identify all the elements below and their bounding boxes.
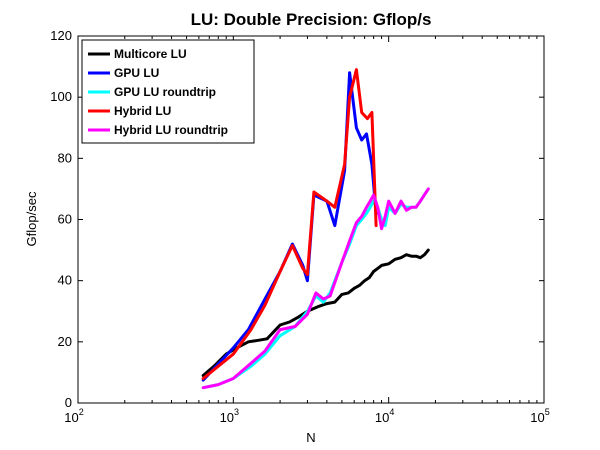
y-tick-label: 20: [58, 334, 72, 349]
series-line-hybrid-lu: [201, 68, 378, 380]
y-axis-label: Gflop/sec: [24, 191, 39, 246]
series-line-hybrid-lu-roundtrip: [201, 187, 430, 390]
x-tick-base: 10: [220, 410, 234, 425]
y-tick-label: 80: [58, 150, 72, 165]
y-tick-label: 100: [50, 89, 72, 104]
plot-frame: [77, 35, 545, 404]
x-tick-base: 10: [64, 410, 78, 425]
legend-label-gpu-lu-roundtrip: GPU LU roundtrip: [114, 85, 216, 99]
x-tick-label: 103: [220, 407, 239, 425]
x-tick-label: 102: [64, 407, 83, 425]
y-tick-label: 40: [58, 273, 72, 288]
x-tick-exponent: 5: [545, 407, 550, 417]
legend: Multicore LU GPU LU GPU LU roundtrip Hybrid…: [81, 39, 255, 144]
x-tick-label: 105: [530, 407, 549, 425]
legend-label-gpu-lu: GPU LU: [114, 66, 159, 80]
chart-title: LU: Double Precision: Gflop/s: [191, 10, 432, 29]
legend-label-multicore-lu: Multicore LU: [114, 47, 187, 61]
series-line-multicore-lu: [201, 248, 430, 377]
y-tick-label: 0: [65, 395, 72, 410]
x-tick-label: 104: [375, 407, 394, 425]
series-line-gpu-lu-roundtrip: [201, 187, 430, 390]
x-tick-base: 10: [375, 410, 389, 425]
legend-label-hybrid-lu-roundtrip: Hybrid LU roundtrip: [114, 123, 228, 137]
y-tick-label: 60: [58, 212, 72, 227]
y-tick-label: 120: [50, 28, 72, 43]
legend-label-hybrid-lu: Hybrid LU: [114, 104, 171, 118]
x-tick-exponent: 2: [79, 407, 84, 417]
legend-box: [81, 39, 255, 144]
x-tick-exponent: 4: [389, 407, 394, 417]
x-tick-exponent: 3: [234, 407, 239, 417]
x-tick-base: 10: [530, 410, 544, 425]
x-axis-label: N: [306, 430, 315, 445]
